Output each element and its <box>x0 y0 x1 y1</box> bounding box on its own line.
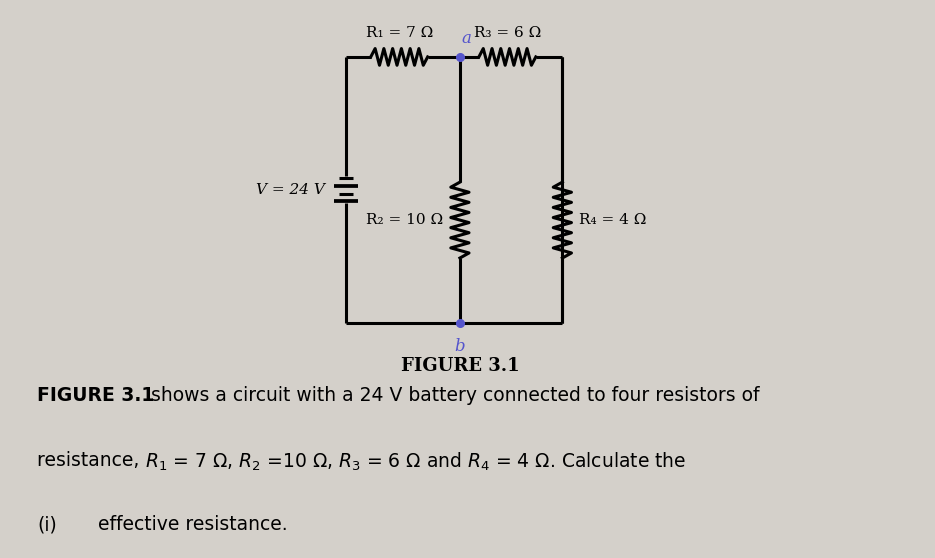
Text: resistance,: resistance, <box>37 451 146 470</box>
Text: R₃ = 6 Ω: R₃ = 6 Ω <box>474 26 541 40</box>
Text: effective resistance.: effective resistance. <box>98 515 288 534</box>
Text: $R_1$ = 7 Ω, $R_2$ =10 Ω, $R_3$ = 6 Ω and $R_4$ = 4 Ω. Calculate the: $R_1$ = 7 Ω, $R_2$ =10 Ω, $R_3$ = 6 Ω an… <box>145 451 686 473</box>
Text: FIGURE 3.1: FIGURE 3.1 <box>37 386 154 405</box>
Text: V = 24 V: V = 24 V <box>256 182 325 197</box>
Text: shows a circuit with a 24 V battery connected to four resistors of: shows a circuit with a 24 V battery conn… <box>145 386 759 405</box>
Text: a: a <box>462 31 471 47</box>
Text: R₂ = 10 Ω: R₂ = 10 Ω <box>366 213 443 227</box>
Text: R₄ = 4 Ω: R₄ = 4 Ω <box>580 213 647 227</box>
Text: b: b <box>454 338 466 355</box>
Text: R₁ = 7 Ω: R₁ = 7 Ω <box>366 26 433 40</box>
Text: (i): (i) <box>37 515 57 534</box>
Text: FIGURE 3.1: FIGURE 3.1 <box>400 357 519 374</box>
